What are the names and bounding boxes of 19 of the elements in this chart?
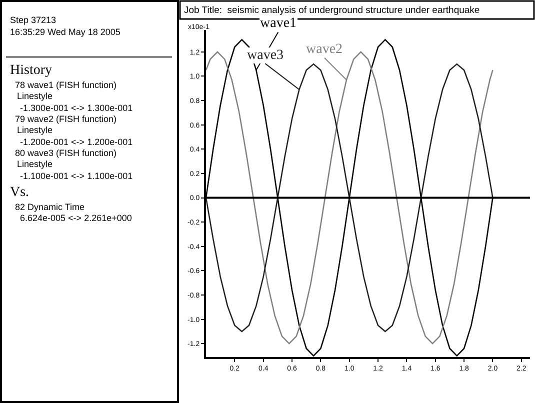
chart-title: Job Title: seismic analysis of underground structure under earthquake xyxy=(184,5,480,16)
text: 79 wave2 (FISH function) xyxy=(15,114,117,124)
text: Linestyle xyxy=(17,125,53,135)
text: -1.300e-001 <-> 1.300e-001 xyxy=(20,103,133,113)
series-label: wave3 xyxy=(247,48,284,63)
text: -1.100e-001 <-> 1.100e-001 xyxy=(20,171,133,181)
series-label: wave2 xyxy=(306,42,343,57)
text: Linestyle xyxy=(17,159,53,169)
text: 82 Dynamic Time xyxy=(15,202,85,212)
text: 78 wave1 (FISH function) xyxy=(15,80,117,90)
text: 6.624e-005 <-> 2.261e+000 xyxy=(20,213,132,223)
text: Step 37213 xyxy=(10,15,56,25)
text: 16:35:29 Wed May 18 2005 xyxy=(10,27,120,37)
text: 80 wave3 (FISH function) xyxy=(15,148,117,158)
text: Vs. xyxy=(10,185,30,200)
text: History xyxy=(10,63,52,78)
series-label: wave1 xyxy=(260,16,297,31)
text: -1.200e-001 <-> 1.200e-001 xyxy=(20,137,133,147)
text: Linestyle xyxy=(17,91,53,101)
